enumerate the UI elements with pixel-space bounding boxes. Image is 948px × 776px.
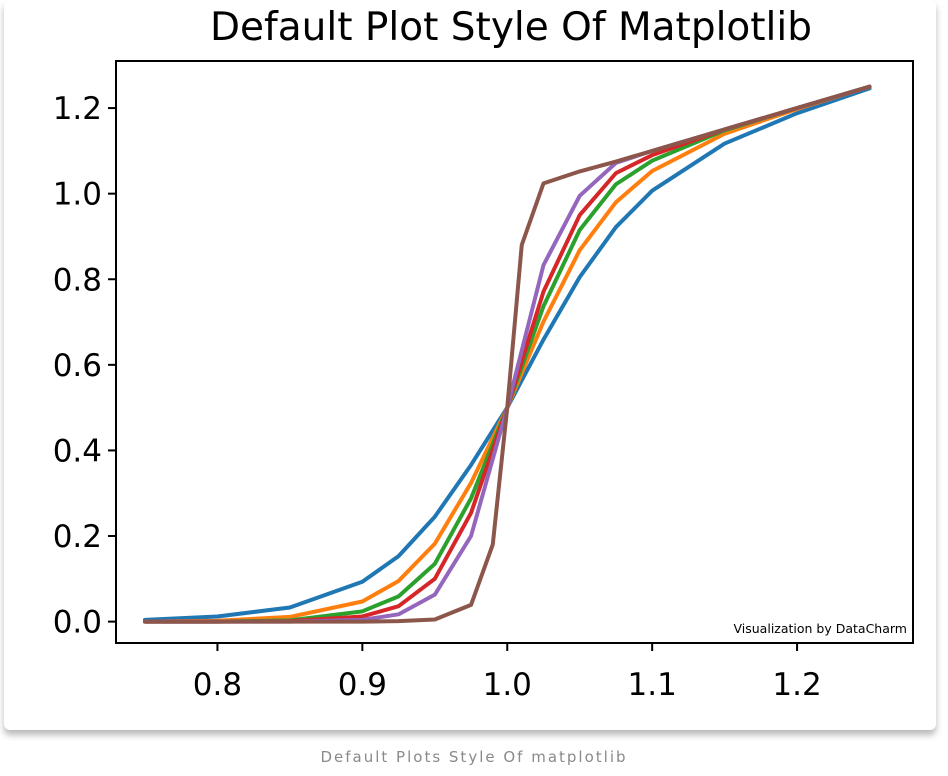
x-tick-label: 1.0 bbox=[483, 667, 532, 703]
x-axis: 0.8 0.9 1.0 1.1 1.2 bbox=[193, 643, 822, 703]
matplotlib-figure: Default Plot Style Of Matplotlib 0.8 0.9 1… bbox=[53, 5, 914, 703]
x-tick-label: 1.2 bbox=[772, 667, 821, 703]
x-tick-label: 0.8 bbox=[193, 667, 242, 703]
x-tick-label: 1.1 bbox=[628, 667, 677, 703]
y-tick-label: 0.4 bbox=[53, 433, 102, 469]
y-tick-label: 0.2 bbox=[53, 519, 102, 555]
y-tick-label: 0.0 bbox=[53, 605, 102, 641]
y-tick-label: 0.6 bbox=[53, 348, 102, 384]
plot-area bbox=[116, 61, 913, 643]
y-tick-label: 1.0 bbox=[53, 177, 102, 213]
y-tick-label: 0.8 bbox=[53, 262, 102, 298]
axes-frame bbox=[115, 60, 914, 644]
y-axis: 0.0 0.2 0.4 0.6 0.8 1.0 1.2 bbox=[53, 91, 116, 641]
chart-title: Default Plot Style Of Matplotlib bbox=[210, 5, 812, 50]
watermark-annotation: Visualization by DataCharm bbox=[734, 621, 908, 636]
x-tick-label: 0.9 bbox=[338, 667, 387, 703]
figure-caption: Default Plots Style Of matplotlib bbox=[320, 748, 628, 766]
y-tick-label: 1.2 bbox=[53, 91, 102, 127]
chart-card: Default Plot Style Of Matplotlib 0.8 0.9 1… bbox=[4, 0, 936, 730]
series-layer bbox=[142, 84, 872, 624]
series-line-6 bbox=[142, 84, 872, 624]
